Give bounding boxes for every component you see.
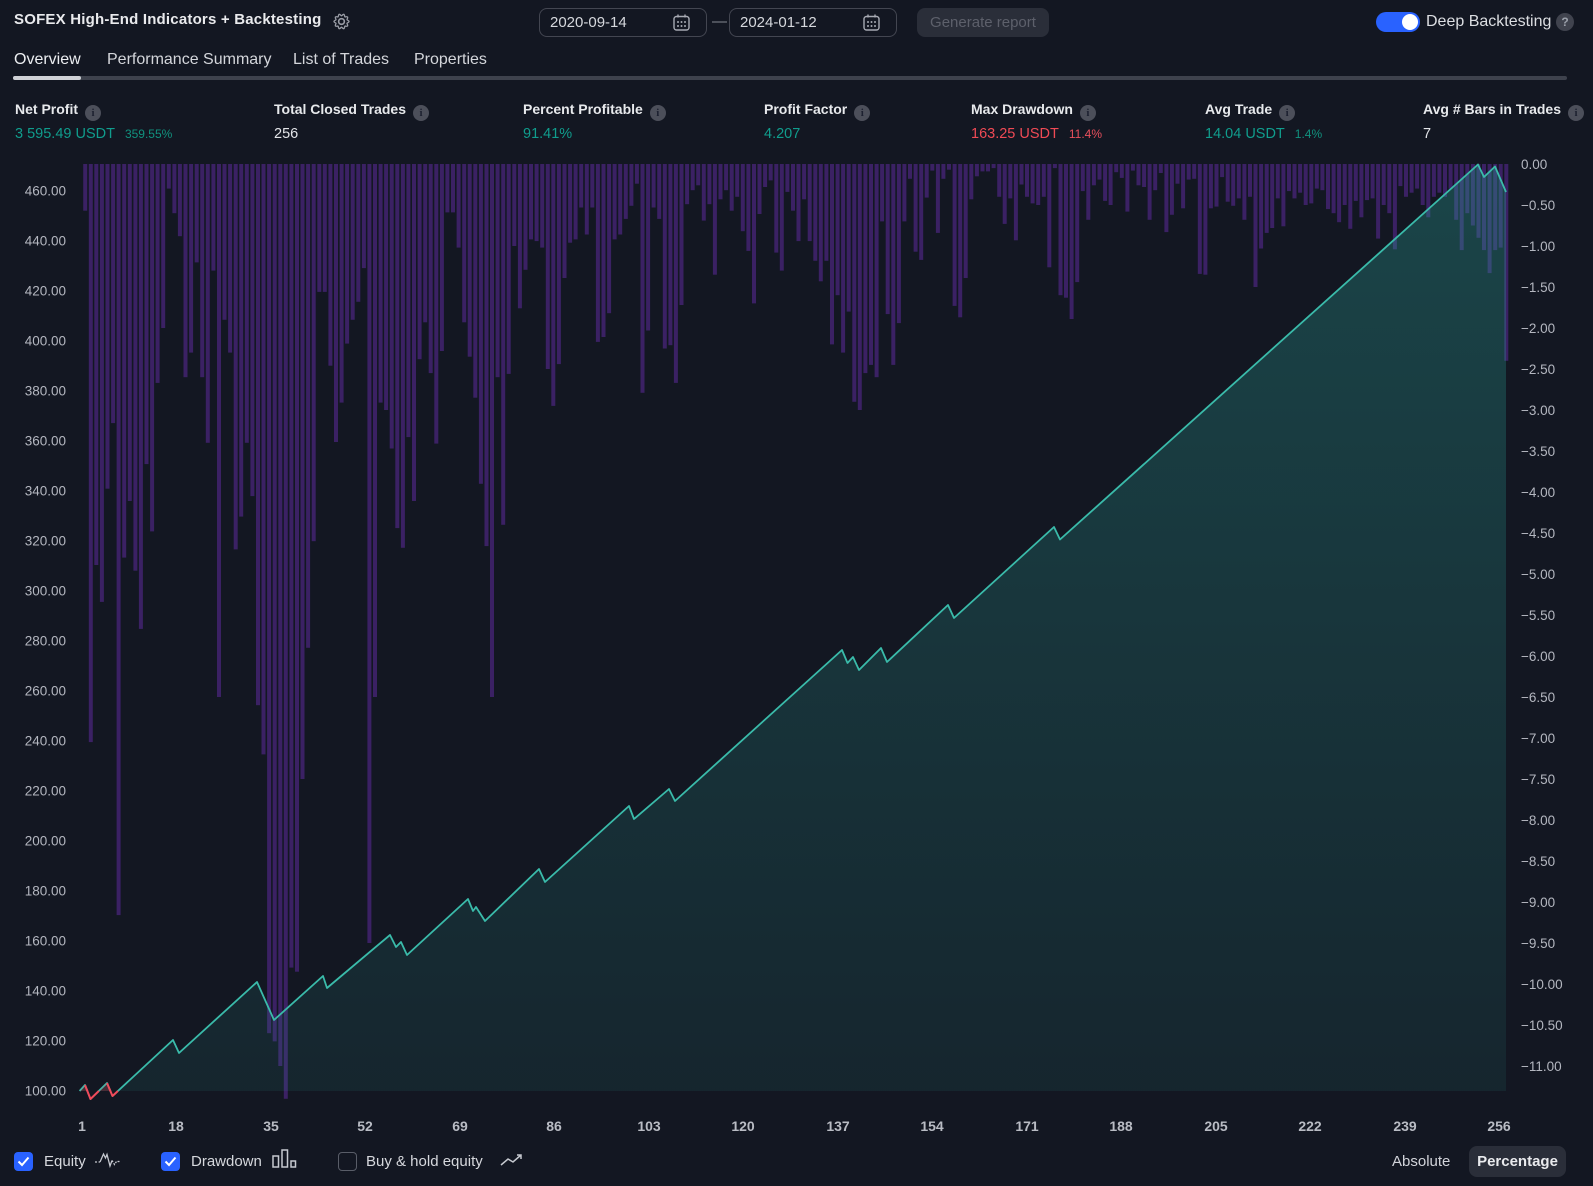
svg-text:−5.50: −5.50 (1521, 608, 1555, 623)
svg-text:340.00: 340.00 (25, 484, 66, 499)
svg-text:222: 222 (1298, 1118, 1322, 1134)
svg-text:103: 103 (637, 1118, 661, 1134)
svg-text:360.00: 360.00 (25, 434, 66, 449)
svg-text:420.00: 420.00 (25, 284, 66, 299)
svg-text:69: 69 (452, 1118, 468, 1134)
svg-text:200.00: 200.00 (25, 834, 66, 849)
svg-text:154: 154 (920, 1118, 944, 1134)
svg-text:220.00: 220.00 (25, 784, 66, 799)
svg-text:18: 18 (168, 1118, 184, 1134)
svg-text:−9.50: −9.50 (1521, 936, 1555, 951)
svg-text:86: 86 (546, 1118, 562, 1134)
svg-text:−10.50: −10.50 (1521, 1018, 1563, 1033)
svg-text:−2.00: −2.00 (1521, 321, 1555, 336)
svg-text:−4.50: −4.50 (1521, 526, 1555, 541)
svg-text:188: 188 (1109, 1118, 1133, 1134)
svg-text:−6.00: −6.00 (1521, 649, 1555, 664)
svg-text:−0.50: −0.50 (1521, 198, 1555, 213)
svg-text:−4.00: −4.00 (1521, 485, 1555, 500)
svg-text:35: 35 (263, 1118, 279, 1134)
svg-text:100.00: 100.00 (25, 1084, 66, 1099)
svg-text:380.00: 380.00 (25, 384, 66, 399)
svg-text:280.00: 280.00 (25, 634, 66, 649)
svg-text:460.00: 460.00 (25, 184, 66, 199)
svg-text:−10.00: −10.00 (1521, 977, 1563, 992)
svg-text:160.00: 160.00 (25, 934, 66, 949)
svg-text:320.00: 320.00 (25, 534, 66, 549)
svg-text:−8.00: −8.00 (1521, 813, 1555, 828)
svg-text:171: 171 (1015, 1118, 1039, 1134)
svg-text:256: 256 (1487, 1118, 1511, 1134)
svg-text:120: 120 (731, 1118, 755, 1134)
svg-text:−3.50: −3.50 (1521, 444, 1555, 459)
svg-text:239: 239 (1393, 1118, 1417, 1134)
svg-text:140.00: 140.00 (25, 984, 66, 999)
svg-text:300.00: 300.00 (25, 584, 66, 599)
svg-text:−1.50: −1.50 (1521, 280, 1555, 295)
svg-text:−9.00: −9.00 (1521, 895, 1555, 910)
svg-text:−3.00: −3.00 (1521, 403, 1555, 418)
svg-text:1: 1 (78, 1118, 86, 1134)
svg-text:440.00: 440.00 (25, 234, 66, 249)
svg-text:400.00: 400.00 (25, 334, 66, 349)
svg-text:−7.50: −7.50 (1521, 772, 1555, 787)
svg-text:260.00: 260.00 (25, 684, 66, 699)
svg-text:−2.50: −2.50 (1521, 362, 1555, 377)
svg-text:240.00: 240.00 (25, 734, 66, 749)
svg-text:−8.50: −8.50 (1521, 854, 1555, 869)
svg-text:−6.50: −6.50 (1521, 690, 1555, 705)
svg-text:180.00: 180.00 (25, 884, 66, 899)
svg-text:205: 205 (1204, 1118, 1228, 1134)
svg-text:120.00: 120.00 (25, 1034, 66, 1049)
svg-text:137: 137 (826, 1118, 850, 1134)
svg-text:−11.00: −11.00 (1521, 1059, 1562, 1074)
svg-text:52: 52 (357, 1118, 373, 1134)
svg-text:0.00: 0.00 (1521, 157, 1547, 172)
svg-text:−1.00: −1.00 (1521, 239, 1555, 254)
svg-text:−7.00: −7.00 (1521, 731, 1555, 746)
svg-text:−5.00: −5.00 (1521, 567, 1555, 582)
